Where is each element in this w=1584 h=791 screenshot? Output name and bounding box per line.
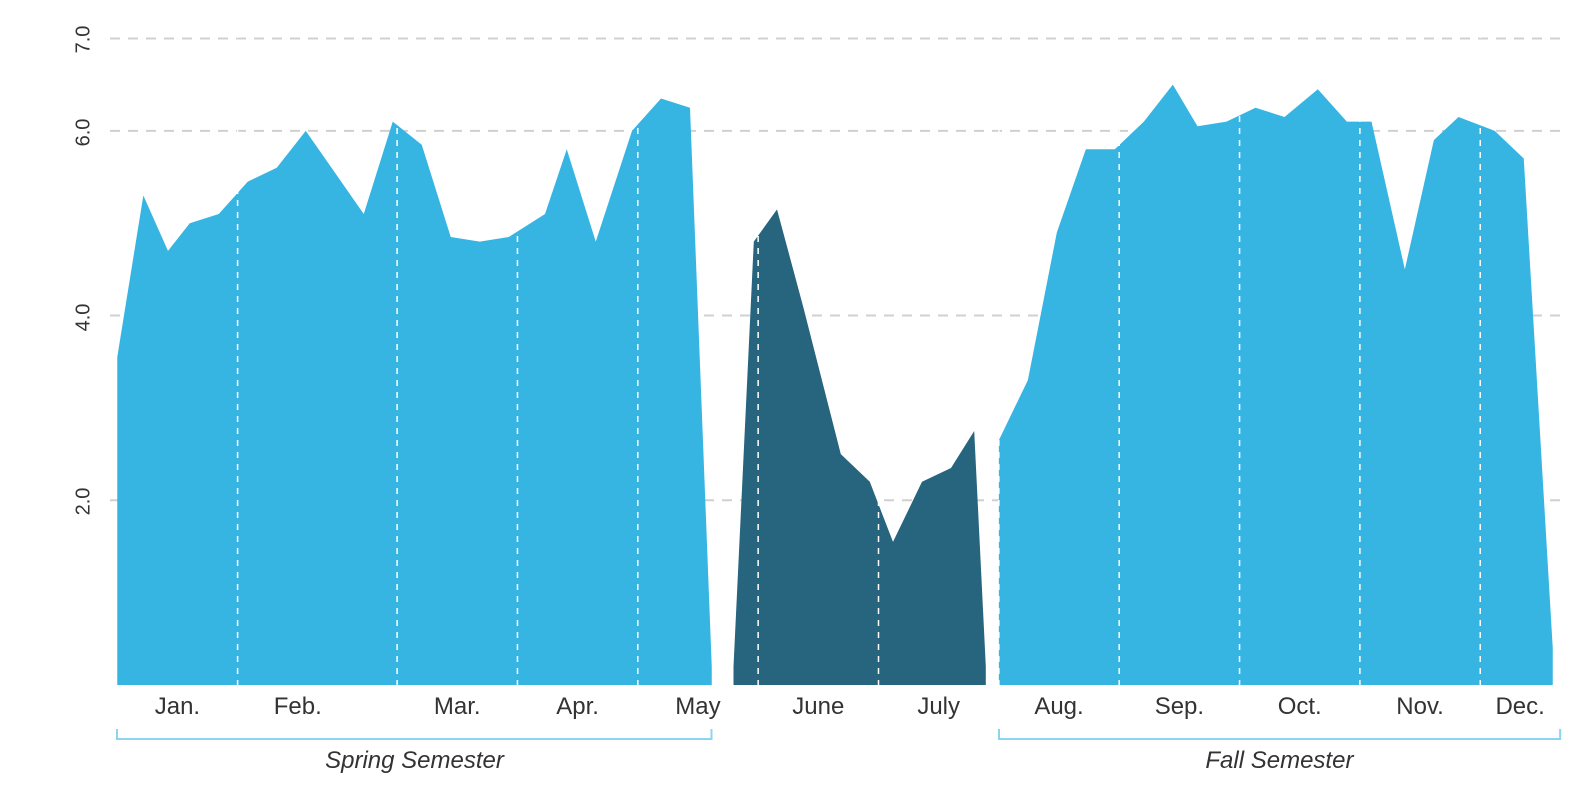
x-tick-label: Feb.	[258, 693, 338, 721]
y-tick-label: 4.0	[72, 303, 95, 331]
x-tick-label: Dec.	[1480, 693, 1560, 721]
x-tick-label: Aug.	[1019, 693, 1099, 721]
area-segment-fall	[999, 85, 1553, 685]
area-segment-spring	[117, 99, 712, 685]
y-tick-label: 6.0	[72, 118, 95, 146]
x-tick-label: July	[899, 693, 979, 721]
semester-label: Fall Semester	[999, 747, 1560, 775]
semester-bracket	[997, 729, 1562, 743]
semester-label: Spring Semester	[117, 747, 712, 775]
x-tick-label: May	[658, 693, 738, 721]
y-tick-label: 7.0	[72, 26, 95, 54]
area-chart-svg	[110, 20, 1560, 685]
x-tick-label: Nov.	[1380, 693, 1460, 721]
y-tick-label: 2.0	[72, 488, 95, 516]
semester-bracket	[115, 729, 714, 743]
x-tick-label: June	[778, 693, 858, 721]
plot-area	[110, 20, 1560, 685]
area-segment-summer	[734, 209, 986, 685]
x-tick-label: Jan.	[137, 693, 217, 721]
x-tick-label: Mar.	[417, 693, 497, 721]
x-tick-label: Apr.	[538, 693, 618, 721]
x-tick-label: Oct.	[1260, 693, 1340, 721]
x-tick-label: Sep.	[1139, 693, 1219, 721]
chart-container: Average Tweets per Week 2.04.06.07.0 Jan…	[0, 0, 1584, 791]
